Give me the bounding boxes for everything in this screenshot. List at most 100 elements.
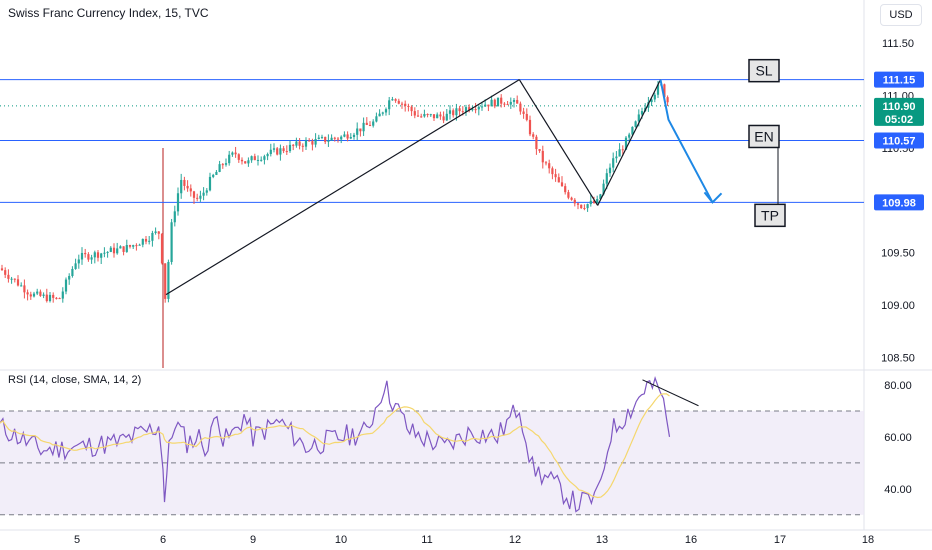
candle <box>269 149 272 155</box>
level-badge-sl <box>874 71 924 88</box>
candle <box>554 174 557 178</box>
rsi-trendline <box>642 379 699 407</box>
level-badge-label: 110.57 <box>882 135 915 147</box>
candle <box>173 211 176 223</box>
price-tick-label: 111.50 <box>882 38 914 50</box>
candle <box>266 154 269 157</box>
candle <box>106 251 109 253</box>
candle <box>308 140 311 142</box>
candle <box>391 99 394 101</box>
candle <box>224 163 228 165</box>
candle <box>295 141 298 146</box>
candle <box>192 191 196 198</box>
candle <box>240 159 244 162</box>
candle <box>413 111 416 116</box>
candle <box>148 240 151 242</box>
candle <box>196 197 199 199</box>
candle <box>624 137 628 150</box>
candle <box>442 116 445 121</box>
candle <box>180 179 183 194</box>
currency-button[interactable]: USD <box>880 4 922 26</box>
candle <box>154 231 157 233</box>
candle <box>68 276 71 280</box>
candle <box>212 174 215 177</box>
candle <box>394 99 397 101</box>
candle <box>602 183 605 195</box>
candle <box>397 100 400 104</box>
candle <box>0 268 4 271</box>
candle <box>656 84 660 95</box>
candle <box>199 195 202 199</box>
candle <box>48 294 52 302</box>
countdown-label: 05:02 <box>885 114 913 126</box>
trendline-2 <box>518 79 599 206</box>
candle <box>330 137 333 141</box>
candle <box>490 99 493 107</box>
candle <box>410 106 413 112</box>
candle <box>452 110 455 116</box>
candle <box>432 114 436 119</box>
candle <box>260 159 263 161</box>
time-tick-label: 12 <box>509 534 521 546</box>
candle <box>583 208 586 210</box>
rsi-tick-label: 40.00 <box>884 484 912 496</box>
candle <box>519 103 522 112</box>
candle <box>333 137 336 139</box>
level-badge-en <box>874 132 924 149</box>
candle <box>500 97 503 104</box>
candle <box>471 109 474 111</box>
candle <box>365 122 368 125</box>
level-badge-tp <box>874 194 924 211</box>
level-badge-label: 111.15 <box>883 75 915 87</box>
candle <box>116 248 119 254</box>
candle <box>80 252 84 260</box>
chart-title: Swiss Franc Currency Index, 15, TVC <box>8 6 209 20</box>
projection-arrow <box>659 79 714 203</box>
candle <box>378 113 381 117</box>
candle <box>135 245 138 247</box>
candle <box>573 199 576 204</box>
candle <box>586 204 589 209</box>
candle <box>32 293 36 297</box>
candle <box>84 252 87 255</box>
candle <box>90 257 93 260</box>
price-tick-label: 109.00 <box>881 300 915 312</box>
candle <box>541 150 544 163</box>
current-price-badge <box>874 97 924 126</box>
candle <box>170 222 173 262</box>
candle <box>26 292 29 295</box>
candle <box>7 274 10 279</box>
candle <box>570 197 573 200</box>
candle <box>384 109 388 113</box>
candle <box>381 112 384 114</box>
level-badge-label: 109.98 <box>882 197 916 209</box>
candle <box>304 140 308 147</box>
trendline-1 <box>165 79 520 296</box>
candle <box>468 107 471 111</box>
price-tick-label: 108.50 <box>881 353 915 365</box>
candle <box>279 148 282 155</box>
candle <box>317 137 320 139</box>
candle <box>324 136 327 142</box>
candle <box>272 148 276 150</box>
candle <box>372 121 375 126</box>
candle <box>340 136 343 140</box>
candle <box>615 156 618 159</box>
candle <box>292 144 295 146</box>
candle <box>237 154 240 160</box>
candle <box>538 149 541 151</box>
time-tick-label: 18 <box>862 534 874 546</box>
candle <box>122 246 125 252</box>
candle <box>445 113 448 121</box>
candle <box>141 238 144 245</box>
candle <box>439 114 442 117</box>
candle <box>96 252 100 258</box>
candle <box>202 192 205 196</box>
candle <box>61 291 64 299</box>
candle <box>186 185 189 189</box>
candle <box>87 254 90 260</box>
candle <box>64 279 68 292</box>
candle <box>653 94 656 100</box>
candle <box>484 104 487 107</box>
